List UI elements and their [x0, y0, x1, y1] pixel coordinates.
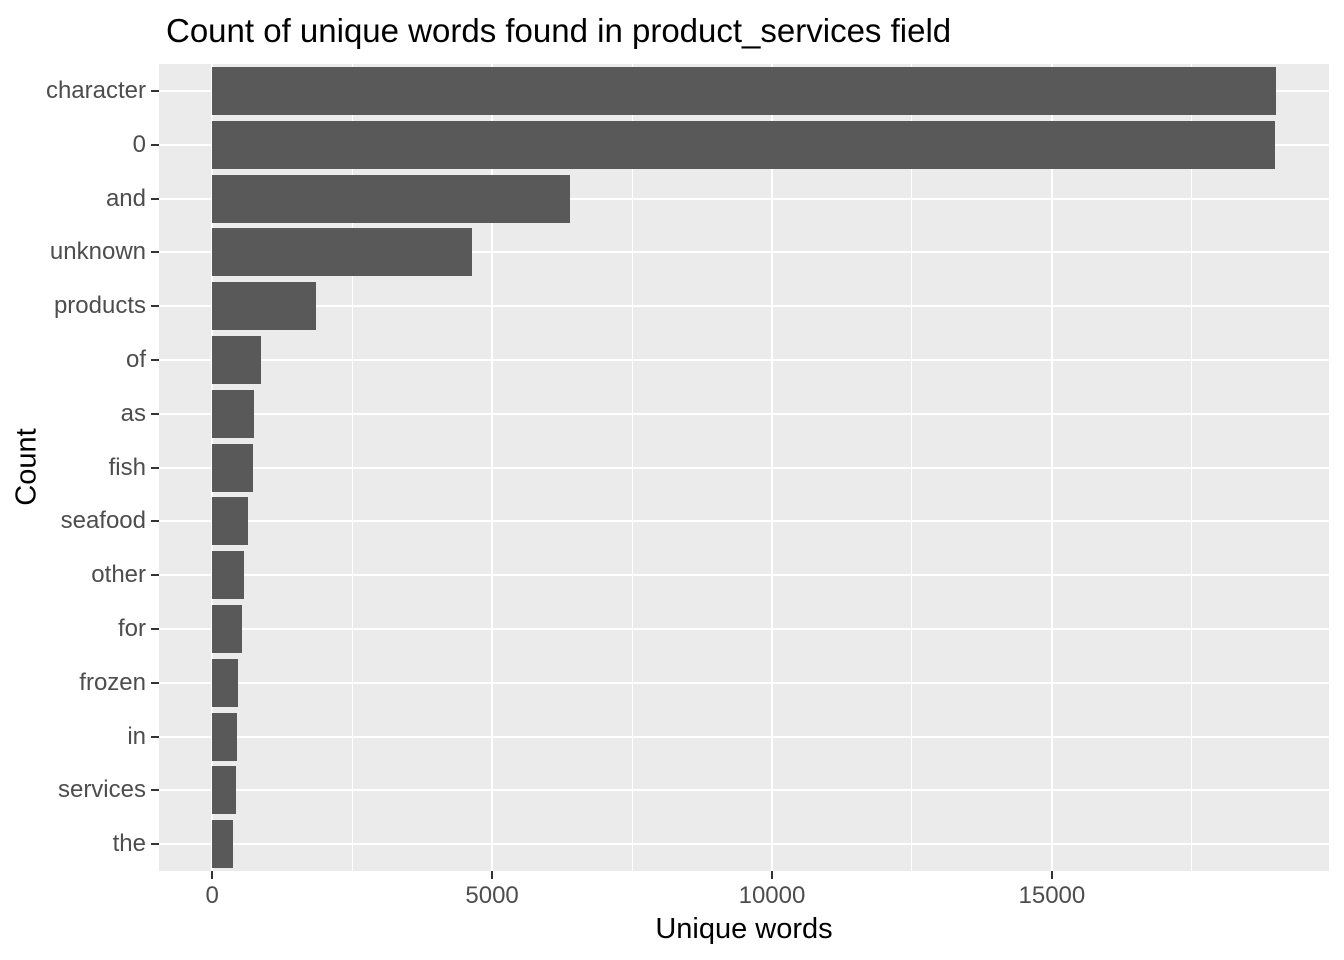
y-tick-mark	[151, 143, 159, 146]
y-tick-mark	[151, 197, 159, 200]
x-tick-mark	[1050, 871, 1053, 879]
gridline-major-horizontal	[159, 305, 1329, 308]
gridline-major-horizontal	[159, 251, 1329, 254]
x-tick-label: 0	[205, 882, 219, 909]
bar	[212, 443, 254, 492]
gridline-major-horizontal	[159, 735, 1329, 738]
x-tick-label: 5000	[465, 882, 519, 909]
bar	[212, 497, 248, 546]
bar	[212, 282, 317, 331]
gridline-major-horizontal	[159, 681, 1329, 684]
gridline-major-horizontal	[159, 789, 1329, 792]
y-tick-label: services	[57, 776, 146, 804]
x-tick-mark	[770, 871, 773, 879]
x-tick-mark	[211, 871, 214, 879]
bar	[212, 66, 1276, 115]
y-tick-mark	[151, 574, 159, 577]
gridline-major-horizontal	[159, 843, 1329, 846]
y-tick-mark	[151, 520, 159, 523]
y-tick-mark	[151, 251, 159, 254]
y-tick-label: of	[125, 345, 146, 373]
bar	[212, 820, 234, 869]
y-tick-label: frozen	[79, 668, 146, 696]
x-tick-mark	[491, 871, 494, 879]
bar	[212, 120, 1275, 169]
y-tick-label: unknown	[49, 238, 146, 266]
y-tick-mark	[151, 305, 159, 308]
gridline-major-horizontal	[159, 627, 1329, 630]
y-tick-label: in	[127, 722, 146, 750]
y-tick-mark	[151, 735, 159, 738]
gridline-major-horizontal	[159, 574, 1329, 577]
y-tick-label: the	[112, 830, 146, 858]
x-tick-label: 15000	[1018, 882, 1086, 909]
gridline-major-horizontal	[159, 466, 1329, 469]
bar	[212, 228, 473, 277]
bar	[212, 335, 262, 384]
y-tick-label: other	[91, 561, 146, 589]
plot-panel	[159, 64, 1329, 871]
y-tick-mark	[151, 843, 159, 846]
x-axis-title: Unique words	[655, 913, 833, 945]
y-tick-label: fish	[108, 453, 146, 481]
y-tick-label: and	[105, 184, 146, 212]
y-tick-mark	[151, 466, 159, 469]
y-tick-mark	[151, 412, 159, 415]
y-tick-mark	[151, 789, 159, 792]
y-tick-label: character	[45, 76, 146, 104]
y-tick-mark	[151, 358, 159, 361]
bar	[212, 766, 237, 815]
gridline-major-horizontal	[159, 197, 1329, 200]
bar	[212, 712, 238, 761]
y-tick-label: products	[53, 292, 146, 320]
gridline-major-horizontal	[159, 412, 1329, 415]
bar	[212, 551, 245, 600]
y-tick-label: seafood	[60, 507, 146, 535]
chart-title: Count of unique words found in product_s…	[166, 12, 952, 49]
bar	[212, 658, 239, 707]
gridline-major-horizontal	[159, 520, 1329, 523]
y-tick-mark	[151, 627, 159, 630]
y-tick-mark	[151, 681, 159, 684]
y-tick-label: 0	[132, 130, 146, 158]
y-tick-mark	[151, 89, 159, 92]
bar	[212, 174, 571, 223]
gridline-major-horizontal	[159, 358, 1329, 361]
y-tick-label: as	[120, 399, 146, 427]
bar	[212, 389, 255, 438]
bar	[212, 604, 243, 653]
x-tick-label: 10000	[738, 882, 806, 909]
y-tick-label: for	[117, 614, 146, 642]
